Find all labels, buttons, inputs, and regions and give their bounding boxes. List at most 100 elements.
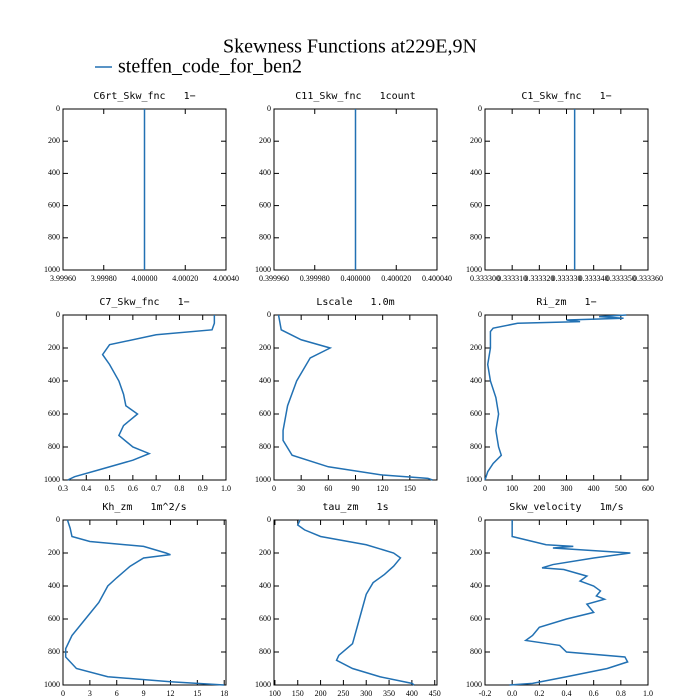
y-tick-label: 400: [470, 581, 482, 590]
x-tick-label: 400: [588, 484, 600, 493]
x-tick-label: 0: [483, 484, 487, 493]
y-tick-label: 200: [48, 548, 60, 557]
y-tick-label: 1000: [255, 265, 271, 274]
panel-title: Skw_velocity 1m/s: [509, 502, 623, 513]
x-tick-label: 0.333320: [524, 274, 554, 283]
y-tick-label: 400: [48, 168, 60, 177]
y-tick-label: 800: [470, 233, 482, 242]
x-tick-label: 15: [193, 689, 201, 698]
y-tick-label: 800: [48, 233, 60, 242]
profile-line: [296, 519, 415, 686]
x-tick-label: 400: [406, 689, 418, 698]
y-tick-label: 0: [267, 104, 271, 113]
x-tick-label: 0.399960: [259, 274, 289, 283]
profile-line: [67, 315, 216, 481]
plot-frame: [484, 314, 649, 481]
x-tick-label: 0.333340: [579, 274, 609, 283]
x-tick-label: 0.8: [174, 484, 184, 493]
x-tick-label: 200: [533, 484, 545, 493]
x-tick-label: 60: [324, 484, 332, 493]
x-tick-label: 3.99960: [50, 274, 76, 283]
plot-frame: [484, 519, 649, 686]
x-tick-label: -0.2: [479, 689, 492, 698]
x-tick-label: 150: [292, 689, 304, 698]
y-tick-label: 200: [48, 136, 60, 145]
y-tick-label: 1000: [466, 475, 482, 484]
y-tick-label: 600: [48, 614, 60, 623]
x-tick-label: 200: [315, 689, 327, 698]
x-tick-label: 30: [297, 484, 305, 493]
y-tick-label: 1000: [466, 680, 482, 689]
x-tick-label: 100: [269, 689, 281, 698]
profile-line: [509, 520, 631, 686]
x-tick-label: 90: [352, 484, 360, 493]
y-tick-label: 200: [470, 548, 482, 557]
x-tick-label: 9: [142, 689, 146, 698]
plot-frame: [273, 519, 438, 686]
y-tick-label: 200: [470, 343, 482, 352]
x-tick-label: 0.333300: [470, 274, 500, 283]
y-tick-label: 1000: [255, 475, 271, 484]
panel-title: Ri_zm 1−: [536, 297, 596, 308]
y-tick-label: 1000: [44, 475, 60, 484]
y-tick-label: 800: [48, 442, 60, 451]
y-tick-label: 200: [259, 343, 271, 352]
x-tick-label: 300: [561, 484, 573, 493]
x-tick-label: 1.0: [643, 689, 653, 698]
x-tick-label: 3.99980: [91, 274, 117, 283]
y-tick-label: 600: [470, 409, 482, 418]
y-tick-label: 400: [470, 168, 482, 177]
y-tick-label: 200: [259, 136, 271, 145]
y-tick-label: 400: [48, 581, 60, 590]
y-tick-label: 200: [48, 343, 60, 352]
plot-frame: [62, 519, 227, 686]
panel-title: C1_Skw_fnc 1−: [521, 91, 611, 102]
x-tick-label: 4.00020: [172, 274, 198, 283]
x-tick-label: 4.00000: [132, 274, 158, 283]
x-tick-label: 0.9: [198, 484, 208, 493]
x-tick-label: 0.333330: [552, 274, 582, 283]
x-tick-label: 1.0: [221, 484, 231, 493]
panel-title: Kh_zm 1m^2/s: [102, 502, 186, 513]
y-tick-label: 400: [259, 376, 271, 385]
y-tick-label: 0: [267, 515, 271, 524]
y-tick-label: 600: [259, 409, 271, 418]
x-tick-label: 0.8: [616, 689, 626, 698]
profile-line: [64, 519, 225, 686]
x-tick-label: 12: [166, 689, 174, 698]
y-tick-label: 800: [470, 442, 482, 451]
x-tick-label: 600: [642, 484, 654, 493]
x-tick-label: 350: [383, 689, 395, 698]
x-tick-label: 0.0: [507, 689, 517, 698]
y-tick-label: 800: [259, 647, 271, 656]
legend-label: steffen_code_for_ben2: [118, 56, 302, 78]
x-tick-label: 0.400000: [341, 274, 371, 283]
plot-frame: [484, 108, 649, 271]
x-tick-label: 0.3: [58, 484, 68, 493]
y-tick-label: 800: [48, 647, 60, 656]
x-tick-label: 100: [506, 484, 518, 493]
y-tick-label: 600: [259, 200, 271, 209]
x-tick-label: 0.6: [128, 484, 138, 493]
panel-title: tau_zm 1s: [322, 502, 388, 513]
x-tick-label: 0.5: [105, 484, 115, 493]
x-tick-label: 18: [220, 689, 228, 698]
y-tick-label: 1000: [44, 680, 60, 689]
y-tick-label: 400: [259, 581, 271, 590]
y-tick-label: 0: [478, 104, 482, 113]
y-tick-label: 1000: [466, 265, 482, 274]
x-tick-label: 120: [377, 484, 389, 493]
x-tick-label: 0.6: [589, 689, 599, 698]
y-tick-label: 400: [470, 376, 482, 385]
x-tick-label: 0.2: [534, 689, 544, 698]
x-tick-label: 150: [404, 484, 416, 493]
x-tick-label: 0: [61, 689, 65, 698]
y-tick-label: 800: [259, 233, 271, 242]
x-tick-label: 0.400020: [381, 274, 411, 283]
x-tick-label: 250: [337, 689, 349, 698]
y-tick-label: 800: [259, 442, 271, 451]
y-tick-label: 0: [478, 515, 482, 524]
x-tick-label: 0.333360: [633, 274, 663, 283]
x-tick-label: 0.4: [562, 689, 572, 698]
